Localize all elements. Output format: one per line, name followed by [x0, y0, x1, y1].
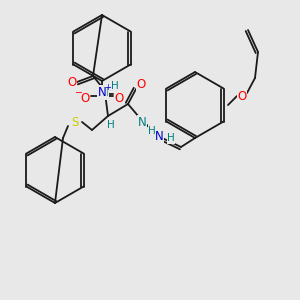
- Text: H: H: [148, 126, 156, 136]
- Text: O: O: [237, 89, 247, 103]
- Text: −: −: [75, 88, 83, 98]
- Text: N: N: [100, 85, 108, 98]
- Text: N: N: [138, 116, 146, 128]
- Text: O: O: [114, 92, 124, 104]
- Text: N: N: [154, 130, 164, 143]
- Text: H: H: [107, 120, 115, 130]
- Text: H: H: [167, 133, 175, 143]
- Text: O: O: [68, 76, 76, 88]
- Text: O: O: [80, 92, 90, 104]
- Text: N: N: [98, 86, 106, 100]
- Text: +: +: [105, 83, 111, 92]
- Text: O: O: [136, 79, 146, 92]
- Text: S: S: [71, 116, 79, 128]
- Text: H: H: [111, 81, 119, 91]
